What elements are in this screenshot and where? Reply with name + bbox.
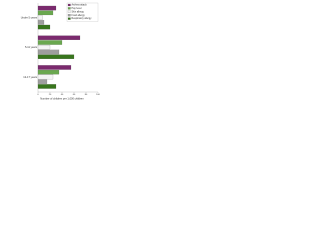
bar <box>37 35 81 40</box>
bar <box>37 15 43 20</box>
legend-label: Asthma attack <box>72 4 88 7</box>
page: {"chart_data": {"type": "hbar", "x_label… <box>0 0 100 105</box>
legend-label: Respiratory allergy <box>72 17 93 20</box>
bar <box>37 20 45 25</box>
bar <box>37 49 60 55</box>
bar <box>37 40 63 45</box>
legend-label: Skin allergy <box>72 10 85 13</box>
x-tick-label: 40 <box>61 94 64 96</box>
bar <box>37 5 57 11</box>
bar <box>37 74 54 80</box>
x-tick-label: 0 <box>37 94 39 96</box>
bar <box>37 69 60 75</box>
y-tick-label: 12-17 years <box>23 75 37 79</box>
legend-label: Food allergy <box>72 14 86 17</box>
legend-swatch <box>67 3 71 7</box>
legend-box <box>66 2 99 22</box>
bar <box>37 84 57 89</box>
bar <box>37 45 51 50</box>
legend-label: Hay fever <box>72 7 82 10</box>
bar <box>37 65 72 70</box>
chart: Number of children per 1,000 children 0 2… <box>21 2 100 101</box>
bar <box>37 24 51 30</box>
bar <box>37 54 75 59</box>
x-tick-label: 80 <box>85 94 88 96</box>
y-tick-label: 5-11 years <box>25 45 38 49</box>
bar <box>37 79 48 84</box>
bar <box>37 10 54 16</box>
y-tick-label: Under 5 years <box>21 16 38 20</box>
legend-swatch <box>67 17 71 20</box>
x-tick-label: 100 <box>96 94 100 96</box>
x-axis-label: Number of children per 1,000 children <box>40 97 84 101</box>
legend-swatch <box>67 10 71 13</box>
legend-swatch <box>67 14 71 17</box>
x-tick-label: 60 <box>73 94 76 96</box>
legend-swatch <box>67 7 71 10</box>
x-tick-label: 20 <box>49 94 52 96</box>
